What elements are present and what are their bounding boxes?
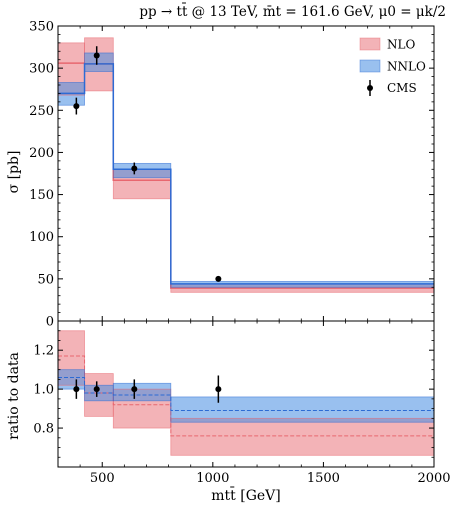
- cms-point-1: [73, 103, 80, 110]
- axes: 0 50 100 150 200 250 300 350 0.8 1.0 1.2 500 1000 150…: [29, 20, 450, 487]
- top-y-tick-label: 100: [29, 230, 54, 245]
- top-panel-bands: [58, 37, 435, 293]
- nnlo-band-bin-3: [113, 163, 171, 178]
- legend-label-cms: CMS: [387, 81, 417, 95]
- top-y-tick-label: 250: [29, 104, 54, 119]
- cms-ratio-point-3: [131, 386, 138, 393]
- x-tick-label: 1500: [307, 471, 340, 486]
- legend-marker-cms: [367, 85, 373, 91]
- bottom-panel-frame: [57, 320, 435, 468]
- top-y-tick-label: 200: [29, 146, 54, 161]
- x-tick-label: 1000: [196, 471, 229, 486]
- bottom-y-tick-label: 0.8: [33, 422, 54, 437]
- nnlo-ratio-band-outline-bin-3: [112, 382, 172, 402]
- nnlo-band-outline-bin-2: [84, 52, 114, 72]
- cms-ratio-point-4: [215, 386, 222, 393]
- top-y-tick-label: 0: [46, 315, 54, 330]
- top-panel-lines: [57, 37, 435, 293]
- data-points: [73, 46, 222, 403]
- bottom-y-tick-label: 1.2: [33, 344, 54, 359]
- top-y-tick-label: 150: [29, 188, 54, 203]
- nnlo-ratio-band-bin-1: [58, 369, 85, 390]
- cms-point-4: [215, 275, 222, 282]
- top-y-tick-label: 300: [29, 62, 54, 77]
- legend-label-nlo: NLO: [387, 38, 415, 52]
- top-y-axis-label: σ [pb]: [6, 151, 22, 194]
- top-y-tick-label: 50: [37, 272, 54, 287]
- legend-swatch-nnlo: [359, 59, 381, 73]
- cms-point-3: [131, 165, 138, 172]
- bottom-panel-bands: [58, 330, 435, 456]
- bottom-y-tick-label: 1.0: [33, 383, 54, 398]
- cms-point-2: [93, 52, 100, 59]
- bottom-y-axis-label: ratio to data: [6, 352, 22, 440]
- legend: NLO NNLO CMS: [359, 37, 426, 96]
- nnlo-band-bin-2: [84, 52, 114, 72]
- nnlo-ratio-band-bin-3: [113, 383, 171, 401]
- nlo-ratio-band-bin-4: [170, 418, 435, 456]
- x-tick-label: 2000: [417, 471, 450, 486]
- legend-swatch-nlo: [359, 37, 381, 51]
- top-y-tick-label: 350: [29, 20, 54, 35]
- chart-title: pp → tt̄ @ 13 TeV, m̄t = 161.6 GeV, μ0 =…: [139, 3, 446, 20]
- cms-ratio-point-2: [93, 386, 100, 393]
- cms-ratio-point-1: [73, 386, 80, 393]
- legend-label-nnlo: NNLO: [387, 60, 426, 74]
- x-axis-label: mtt̄ [GeV]: [211, 486, 280, 504]
- nnlo-band-outline-bin-3: [112, 162, 172, 179]
- x-tick-label: 500: [90, 471, 115, 486]
